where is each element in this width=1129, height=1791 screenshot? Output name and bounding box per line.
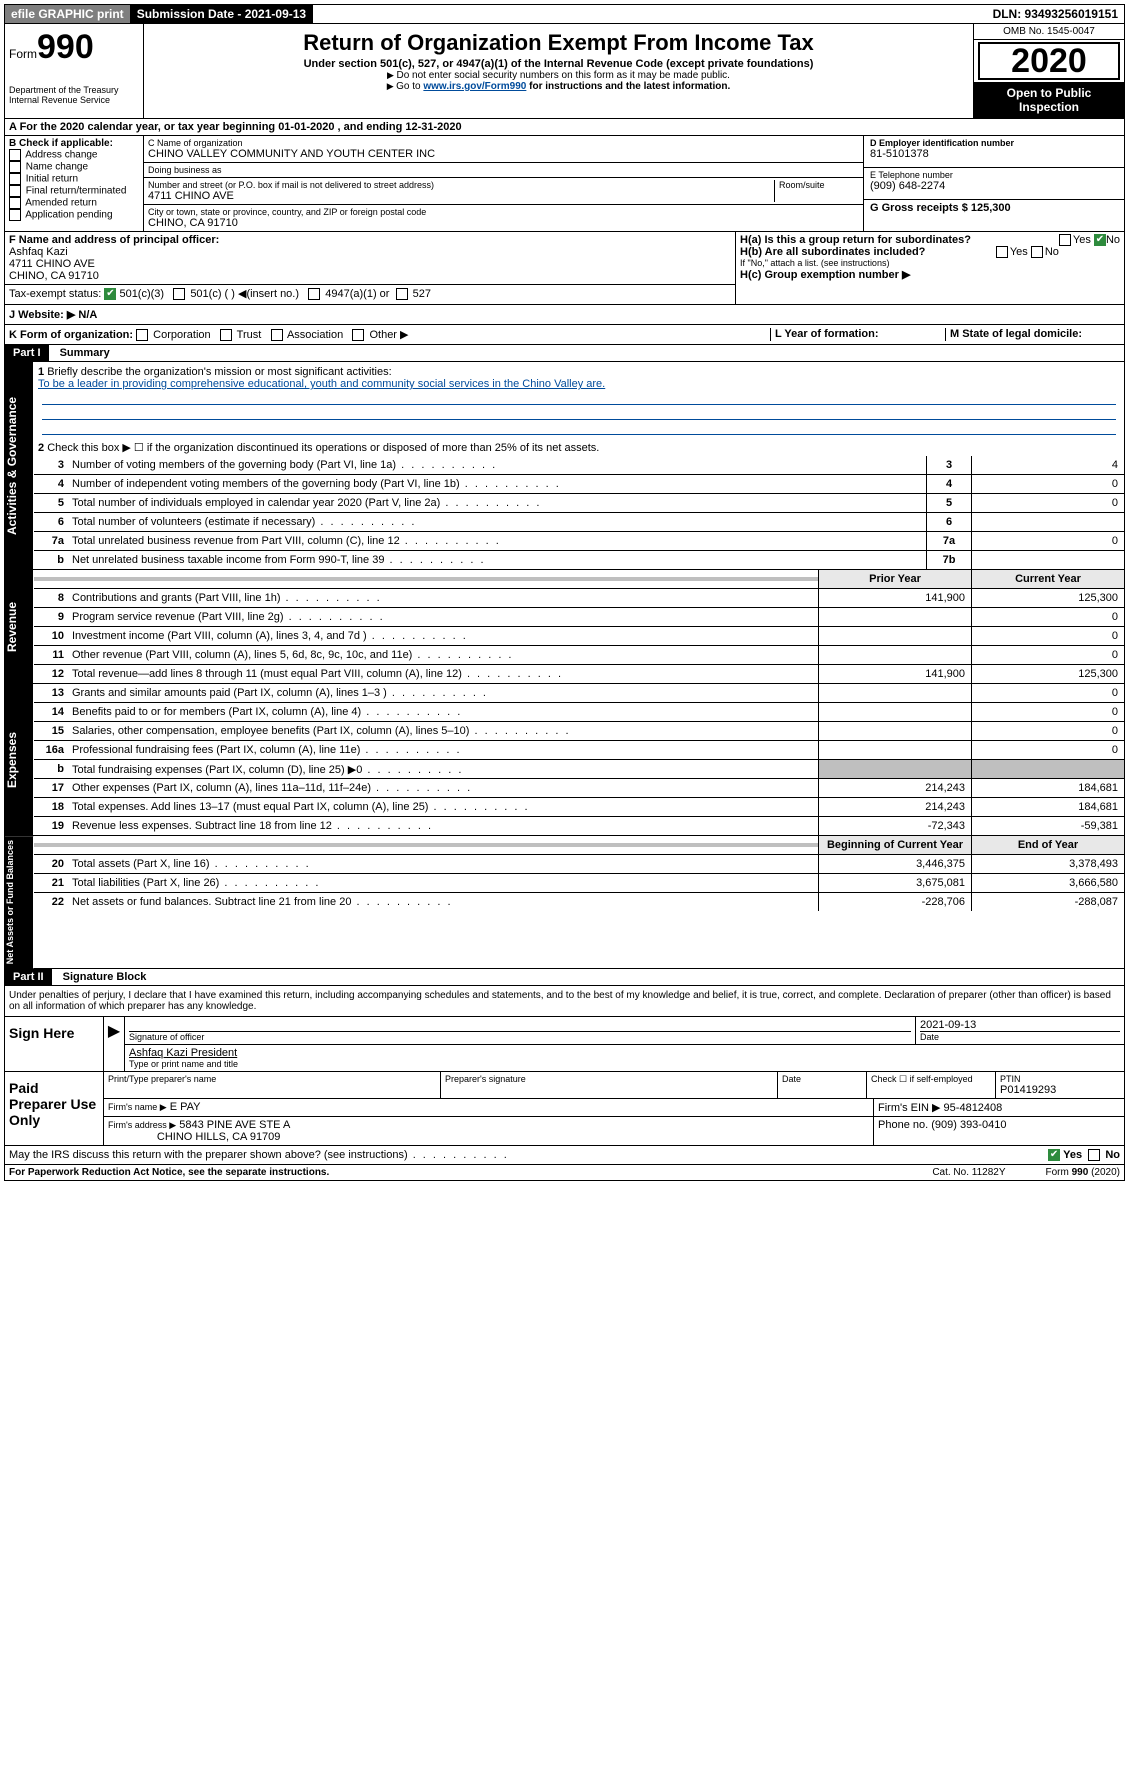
table-row: 6Total number of volunteers (estimate if… [34,513,1124,532]
col-c: C Name of organization CHINO VALLEY COMM… [144,136,863,231]
table-row: 3Number of voting members of the governi… [34,456,1124,475]
table-row: 18Total expenses. Add lines 13–17 (must … [34,798,1124,817]
tax-year: 2020 [978,42,1120,80]
part2-header: Part II Signature Block [4,969,1125,986]
activities-governance: Activities & Governance 1 Briefly descri… [4,362,1125,570]
sign-here: Sign Here ▶ Signature of officer 2021-09… [4,1017,1125,1072]
paid-preparer: Paid Preparer Use Only Print/Type prepar… [4,1072,1125,1146]
footer: For Paperwork Reduction Act Notice, see … [4,1165,1125,1181]
table-row: 4Number of independent voting members of… [34,475,1124,494]
checkbox[interactable] [9,209,21,221]
table-row: 10Investment income (Part VIII, column (… [34,627,1124,646]
city-state-zip: CHINO, CA 91710 [148,217,859,229]
form-number: 990 [37,28,94,66]
org-name: CHINO VALLEY COMMUNITY AND YOUTH CENTER … [148,148,859,160]
checkbox[interactable] [220,329,232,341]
row-klm: K Form of organization: Corporation Trus… [4,325,1125,345]
checkbox[interactable] [9,161,21,173]
note1: Do not enter social security numbers on … [148,70,969,81]
table-row: 16aProfessional fundraising fees (Part I… [34,741,1124,760]
table-row: 20Total assets (Part X, line 16)3,446,37… [34,855,1124,874]
table-row: bTotal fundraising expenses (Part IX, co… [34,760,1124,779]
table-row: 11Other revenue (Part VIII, column (A), … [34,646,1124,665]
omb: OMB No. 1545-0047 [974,24,1124,40]
row-j: J Website: ▶ N/A [4,305,1125,325]
part1-header: Part I Summary [4,345,1125,362]
table-row: 15Salaries, other compensation, employee… [34,722,1124,741]
form-label: Form [9,47,37,61]
table-row: 22Net assets or fund balances. Subtract … [34,893,1124,911]
submission-btn[interactable]: Submission Date - 2021-09-13 [131,5,313,23]
officer-name: Ashfaq Kazi [9,246,731,258]
table-row: 5Total number of individuals employed in… [34,494,1124,513]
section-fh: F Name and address of principal officer:… [4,232,1125,305]
irs-link[interactable]: www.irs.gov/Form990 [423,81,526,92]
checkbox[interactable] [271,329,283,341]
mission-text: To be a leader in providing comprehensiv… [38,378,605,390]
table-row: 19Revenue less expenses. Subtract line 1… [34,817,1124,835]
table-row: bNet unrelated business taxable income f… [34,551,1124,569]
checkbox-option: Address change [9,149,139,161]
arrow-icon: ▶ [104,1017,125,1071]
subtitle: Under section 501(c), 527, or 4947(a)(1)… [148,58,969,70]
netassets-section: Net Assets or Fund Balances Beginning of… [4,836,1125,969]
row-a: A For the 2020 calendar year, or tax yea… [4,119,1125,136]
checkbox-option: Final return/terminated [9,185,139,197]
col-de: D Employer identification number 81-5101… [863,136,1124,231]
efile-btn[interactable]: efile GRAPHIC print [5,5,131,23]
checkbox[interactable] [136,329,148,341]
check-icon: ✔ [104,288,116,300]
table-row: 8Contributions and grants (Part VIII, li… [34,589,1124,608]
ein: 81-5101378 [870,148,1118,160]
discuss-row: May the IRS discuss this return with the… [4,1146,1125,1165]
dept1: Department of the Treasury [9,85,139,95]
table-row: 17Other expenses (Part IX, column (A), l… [34,779,1124,798]
form-title: Return of Organization Exempt From Incom… [148,30,969,56]
dept2: Internal Revenue Service [9,95,139,105]
checkbox[interactable] [9,149,21,161]
table-row: 21Total liabilities (Part X, line 26)3,6… [34,874,1124,893]
checkbox[interactable] [352,329,364,341]
top-bar: efile GRAPHIC print Submission Date - 20… [4,4,1125,24]
form-header: Form990 Department of the Treasury Inter… [4,24,1125,119]
expenses-section: Expenses 13Grants and similar amounts pa… [4,684,1125,836]
checkbox[interactable] [9,185,21,197]
table-row: 14Benefits paid to or for members (Part … [34,703,1124,722]
phone: (909) 648-2274 [870,180,1118,192]
table-row: 12Total revenue—add lines 8 through 11 (… [34,665,1124,683]
checkbox-option: Initial return [9,173,139,185]
penalty-text: Under penalties of perjury, I declare th… [4,986,1125,1017]
gross-receipts: G Gross receipts $ 125,300 [870,202,1118,214]
dln: DLN: 93493256019151 [987,5,1124,23]
checkbox[interactable] [9,197,21,209]
col-b: B Check if applicable: Address change Na… [5,136,144,231]
street-address: 4711 CHINO AVE [148,190,774,202]
table-row: 13Grants and similar amounts paid (Part … [34,684,1124,703]
table-row: 9Program service revenue (Part VIII, lin… [34,608,1124,627]
open-public: Open to Public Inspection [974,82,1124,118]
table-row: 7aTotal unrelated business revenue from … [34,532,1124,551]
note2: Go to www.irs.gov/Form990 for instructio… [148,81,969,92]
section-bcde: B Check if applicable: Address change Na… [4,136,1125,232]
checkbox-option: Application pending [9,209,139,221]
revenue-section: Revenue Prior Year Current Year 8Contrib… [4,570,1125,684]
checkbox-option: Name change [9,161,139,173]
checkbox-option: Amended return [9,197,139,209]
checkbox[interactable] [9,173,21,185]
